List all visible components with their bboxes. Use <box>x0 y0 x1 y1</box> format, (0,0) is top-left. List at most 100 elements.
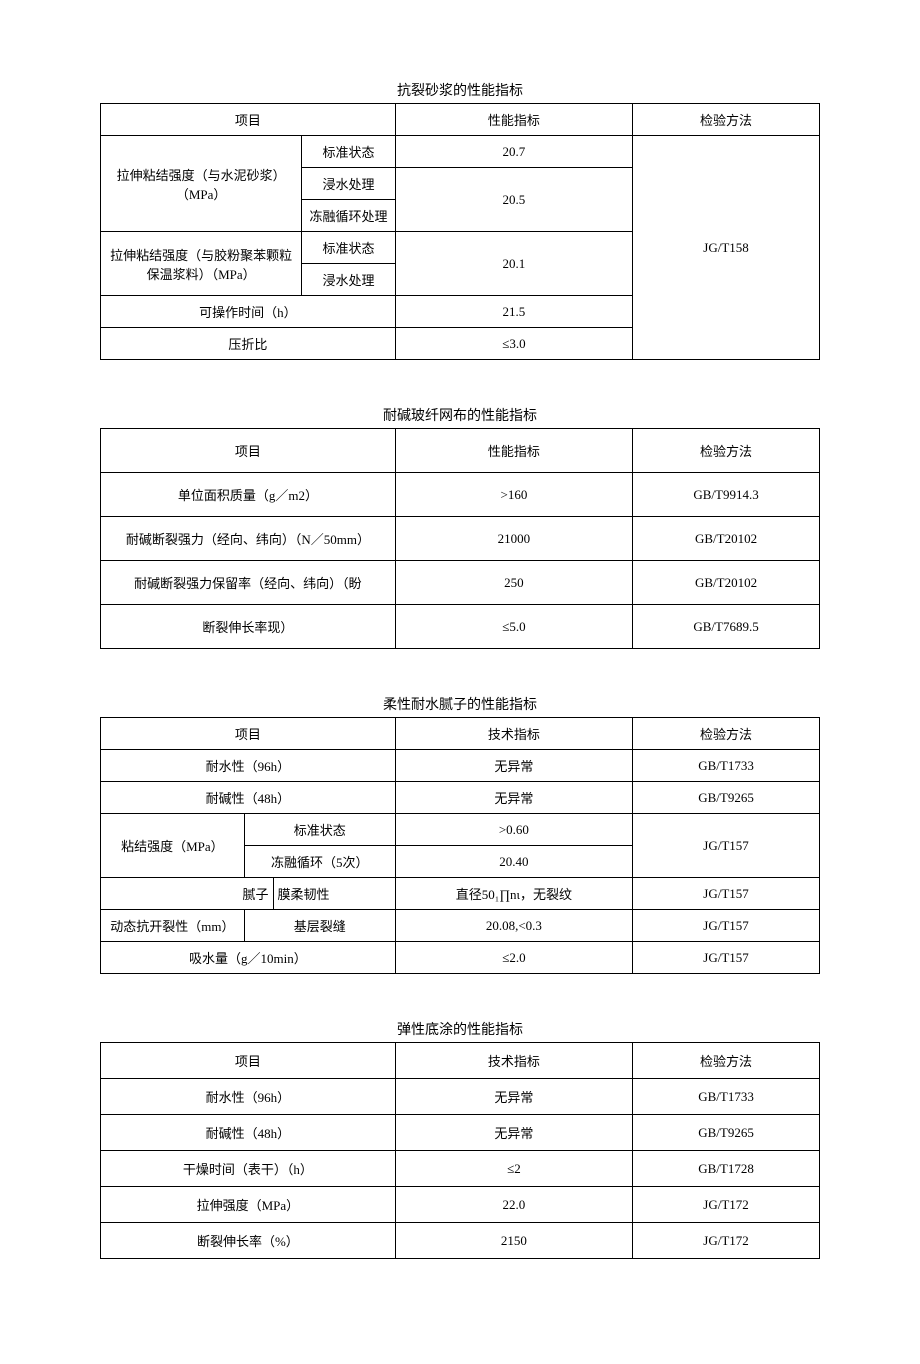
cell: 20.40 <box>395 846 632 878</box>
cell: 标准状态 <box>244 814 395 846</box>
cell: JG/T172 <box>633 1223 820 1259</box>
cell: 耐碱断裂强力保留率（经向、纬向）（盼 <box>101 561 396 605</box>
cell: 耐碱断裂强力（经向、纬向）（N／50mm） <box>101 517 396 561</box>
cell: 22.0 <box>395 1187 632 1223</box>
cell: 标准状态 <box>302 232 395 264</box>
table4-section: 弹性底涂的性能指标 项目 技术指标 检验方法 耐水性（96h） 无异常 GB/T… <box>100 1019 820 1259</box>
header-cell: 性能指标 <box>395 104 632 136</box>
table-row: 耐碱性（48h） 无异常 GB/T9265 <box>101 1115 820 1151</box>
header-cell: 项目 <box>101 429 396 473</box>
cell: GB/T1733 <box>633 750 820 782</box>
header-cell: 项目 <box>101 1043 396 1079</box>
cell: 干燥时间（表干）（h） <box>101 1151 396 1187</box>
cell: 无异常 <box>395 1079 632 1115</box>
cell: 耐水性（96h） <box>101 1079 396 1115</box>
header-cell: 项目 <box>101 718 396 750</box>
table-row: 吸水量（g／10min） ≤2.0 JG/T157 <box>101 942 820 974</box>
header-cell: 检验方法 <box>633 104 820 136</box>
cell: GB/T1733 <box>633 1079 820 1115</box>
table-row: 耐水性（96h） 无异常 GB/T1733 <box>101 1079 820 1115</box>
table-row: 干燥时间（表干）（h） ≤2 GB/T1728 <box>101 1151 820 1187</box>
table-row: 断裂伸长率（%） 2150 JG/T172 <box>101 1223 820 1259</box>
table3-section: 柔性耐水腻子的性能指标 项目 技术指标 检验方法 耐水性（96h） 无异常 GB… <box>100 694 820 974</box>
header-cell: 性能指标 <box>395 429 632 473</box>
header-cell: 项目 <box>101 104 396 136</box>
cell: GB/T9914.3 <box>633 473 820 517</box>
table1-section: 抗裂砂浆的性能指标 项目 性能指标 检验方法 拉伸粘结强度（与水泥砂浆）（MPa… <box>100 80 820 360</box>
table-row: 项目 性能指标 检验方法 <box>101 429 820 473</box>
cell: 20.7 <box>395 136 632 168</box>
table-row: 耐碱断裂强力保留率（经向、纬向）（盼 250 GB/T20102 <box>101 561 820 605</box>
cell: JG/T172 <box>633 1187 820 1223</box>
cell: 粘结强度（MPa） <box>101 814 245 878</box>
cell: 无异常 <box>395 782 632 814</box>
table4-title: 弹性底涂的性能指标 <box>100 1019 820 1039</box>
cell: GB/T9265 <box>633 1115 820 1151</box>
cell: GB/T7689.5 <box>633 605 820 649</box>
cell: 拉伸强度（MPa） <box>101 1187 396 1223</box>
table-row: 拉伸强度（MPa） 22.0 JG/T172 <box>101 1187 820 1223</box>
cell: 耐水性（96h） <box>101 750 396 782</box>
cell: 耐碱性（48h） <box>101 1115 396 1151</box>
cell: 断裂伸长率现） <box>101 605 396 649</box>
cell: 拉伸粘结强度（与水泥砂浆）（MPa） <box>101 136 302 232</box>
table4: 项目 技术指标 检验方法 耐水性（96h） 无异常 GB/T1733 耐碱性（4… <box>100 1042 820 1259</box>
cell: GB/T1728 <box>633 1151 820 1187</box>
table-row: 粘结强度（MPa） 标准状态 >0.60 JG/T157 <box>101 814 820 846</box>
cell: 冻融循环（5次） <box>244 846 395 878</box>
cell: 标准状态 <box>302 136 395 168</box>
cell: 断裂伸长率（%） <box>101 1223 396 1259</box>
cell: 无异常 <box>395 1115 632 1151</box>
header-cell: 检验方法 <box>633 718 820 750</box>
cell: ≤2 <box>395 1151 632 1187</box>
cell: 浸水处理 <box>302 168 395 200</box>
table-row: 单位面积质量（g／m2） >160 GB/T9914.3 <box>101 473 820 517</box>
cell: GB/T9265 <box>633 782 820 814</box>
table2: 项目 性能指标 检验方法 单位面积质量（g／m2） >160 GB/T9914.… <box>100 428 820 649</box>
table-row: 项目 性能指标 检验方法 <box>101 104 820 136</box>
cell: 吸水量（g／10min） <box>101 942 396 974</box>
table3: 项目 技术指标 检验方法 耐水性（96h） 无异常 GB/T1733 耐碱性（4… <box>100 717 820 974</box>
cell: 可操作时间（h） <box>101 296 396 328</box>
cell: GB/T20102 <box>633 517 820 561</box>
table2-section: 耐碱玻纤网布的性能指标 项目 性能指标 检验方法 单位面积质量（g／m2） >1… <box>100 405 820 649</box>
table-row: 耐水性（96h） 无异常 GB/T1733 <box>101 750 820 782</box>
cell: 冻融循环处理 <box>302 200 395 232</box>
cell: >160 <box>395 473 632 517</box>
cell: 单位面积质量（g／m2） <box>101 473 396 517</box>
header-cell: 检验方法 <box>633 429 820 473</box>
table-row: 断裂伸长率现） ≤5.0 GB/T7689.5 <box>101 605 820 649</box>
cell: JG/T157 <box>633 910 820 942</box>
cell: 直径50₁∏nι，无裂纹 <box>395 878 632 910</box>
header-cell: 检验方法 <box>633 1043 820 1079</box>
cell: ≤2.0 <box>395 942 632 974</box>
cell: 250 <box>395 561 632 605</box>
cell: 腻子 <box>101 878 274 910</box>
cell: 浸水处理 <box>302 264 395 296</box>
cell: 压折比 <box>101 328 396 360</box>
cell: 基层裂缝 <box>244 910 395 942</box>
table2-title: 耐碱玻纤网布的性能指标 <box>100 405 820 425</box>
cell: 耐碱性（48h） <box>101 782 396 814</box>
cell: 拉伸粘结强度（与胶粉聚苯颗粒保温浆料）（MPa） <box>101 232 302 296</box>
table-row: 项目 技术指标 检验方法 <box>101 1043 820 1079</box>
header-cell: 技术指标 <box>395 718 632 750</box>
table-row: 动态抗开裂性（mm） 基层裂缝 20.08,<0.3 JG/T157 <box>101 910 820 942</box>
table3-title: 柔性耐水腻子的性能指标 <box>100 694 820 714</box>
table1-title: 抗裂砂浆的性能指标 <box>100 80 820 100</box>
cell: 20.1 <box>395 232 632 296</box>
cell: 动态抗开裂性（mm） <box>101 910 245 942</box>
cell: 无异常 <box>395 750 632 782</box>
cell: JG/T157 <box>633 878 820 910</box>
cell: JG/T157 <box>633 942 820 974</box>
cell: 21.5 <box>395 296 632 328</box>
table1: 项目 性能指标 检验方法 拉伸粘结强度（与水泥砂浆）（MPa） 标准状态 20.… <box>100 103 820 360</box>
cell: 膜柔韧性 <box>273 878 395 910</box>
cell: ≤3.0 <box>395 328 632 360</box>
table-row: 腻子 膜柔韧性 直径50₁∏nι，无裂纹 JG/T157 <box>101 878 820 910</box>
cell: 2150 <box>395 1223 632 1259</box>
cell: 20.5 <box>395 168 632 232</box>
table-row: 项目 技术指标 检验方法 <box>101 718 820 750</box>
cell: 21000 <box>395 517 632 561</box>
cell: JG/T157 <box>633 814 820 878</box>
